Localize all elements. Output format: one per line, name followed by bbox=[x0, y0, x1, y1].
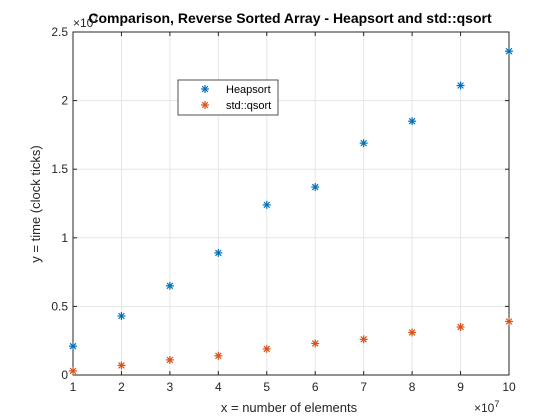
data-point bbox=[69, 366, 77, 375]
y-tick-label: 2.5 bbox=[51, 25, 68, 39]
x-tick-label: 2 bbox=[118, 380, 125, 394]
marker-stroke bbox=[311, 183, 319, 191]
x-tick-label: 10 bbox=[502, 380, 516, 394]
series-qsort bbox=[69, 317, 513, 375]
x-tick-label: 7 bbox=[360, 380, 367, 394]
plot-border bbox=[72, 31, 510, 376]
marker-stroke bbox=[201, 85, 209, 93]
x-multiplier-exponent: 7 bbox=[494, 399, 499, 409]
legend-star bbox=[201, 101, 209, 109]
data-point bbox=[165, 281, 174, 290]
data-point bbox=[456, 322, 465, 331]
x-multiplier-base: ×10 bbox=[474, 401, 495, 415]
x-tick-label: 4 bbox=[215, 380, 222, 394]
data-point bbox=[311, 183, 320, 192]
x-tick-label: 3 bbox=[167, 380, 174, 394]
marker-stroke bbox=[263, 345, 271, 353]
x-tick-label: 9 bbox=[457, 380, 464, 394]
marker-stroke bbox=[69, 367, 77, 375]
data-point bbox=[408, 328, 417, 337]
data-point bbox=[359, 335, 368, 344]
y-tick-label: 1.5 bbox=[51, 162, 68, 176]
marker-stroke bbox=[263, 201, 271, 209]
data-point bbox=[359, 139, 368, 148]
legend-marker-heapsort bbox=[201, 85, 209, 93]
x-multiplier: ×107 bbox=[474, 399, 499, 415]
marker-stroke bbox=[215, 249, 222, 257]
chart-title: Comparison, Reverse Sorted Array - Heaps… bbox=[88, 10, 492, 26]
data-point bbox=[69, 342, 77, 351]
data-points bbox=[69, 47, 513, 375]
marker-stroke bbox=[360, 139, 367, 147]
legend-label-heapsort: Heapsort bbox=[226, 84, 271, 96]
data-point bbox=[165, 355, 174, 364]
y-tick-label: 2 bbox=[61, 94, 68, 108]
marker-stroke bbox=[69, 342, 77, 350]
x-tick-label: 5 bbox=[263, 380, 270, 394]
marker-stroke bbox=[201, 101, 209, 109]
data-point bbox=[117, 361, 126, 370]
marker-stroke bbox=[457, 323, 464, 331]
data-point bbox=[117, 312, 126, 321]
marker-stroke bbox=[166, 356, 174, 364]
data-point bbox=[214, 248, 223, 257]
marker-stroke bbox=[118, 312, 125, 320]
data-point bbox=[408, 117, 417, 126]
data-point bbox=[214, 351, 223, 360]
y-tick-label: 0.5 bbox=[51, 299, 68, 313]
y-multiplier-exponent: 7 bbox=[93, 14, 98, 24]
data-point bbox=[262, 344, 271, 353]
marker-stroke bbox=[215, 352, 222, 360]
legend-box bbox=[177, 79, 279, 116]
marker-stroke bbox=[311, 340, 319, 347]
legend-label-qsort: std::qsort bbox=[226, 100, 271, 112]
y-axis-label: y = time (clock ticks) bbox=[28, 145, 43, 262]
data-point bbox=[456, 81, 465, 90]
y-multiplier-base: ×10 bbox=[73, 16, 94, 30]
marker-stroke bbox=[166, 282, 174, 290]
marker-stroke bbox=[408, 329, 416, 336]
x-tick-label: 8 bbox=[409, 380, 416, 394]
x-tick-label: 6 bbox=[312, 380, 319, 394]
data-point bbox=[505, 47, 513, 56]
marker-stroke bbox=[360, 336, 367, 343]
series-heapsort bbox=[69, 47, 513, 351]
axis-ticks: 1 2 3 4 5 6 7 8 9 10 0 0.5 1 1.5 2 2.5 bbox=[51, 25, 516, 394]
marker-stroke bbox=[505, 47, 513, 55]
data-point bbox=[311, 339, 320, 348]
marker-stroke bbox=[408, 117, 416, 125]
legend: Heapsort std::qsort bbox=[177, 79, 279, 116]
marker-stroke bbox=[505, 318, 513, 325]
x-axis-label: x = number of elements bbox=[221, 400, 358, 415]
data-point bbox=[262, 200, 271, 209]
x-tick-label: 1 bbox=[70, 380, 77, 394]
legend-star bbox=[201, 85, 209, 93]
legend-marker-qsort bbox=[201, 101, 209, 109]
marker-stroke bbox=[457, 82, 464, 89]
y-tick-label: 1 bbox=[61, 231, 68, 245]
data-point bbox=[505, 317, 513, 326]
y-tick-label: 0 bbox=[61, 368, 68, 382]
marker-stroke bbox=[118, 362, 125, 369]
y-multiplier: ×107 bbox=[73, 14, 98, 30]
plot-area bbox=[73, 32, 509, 375]
